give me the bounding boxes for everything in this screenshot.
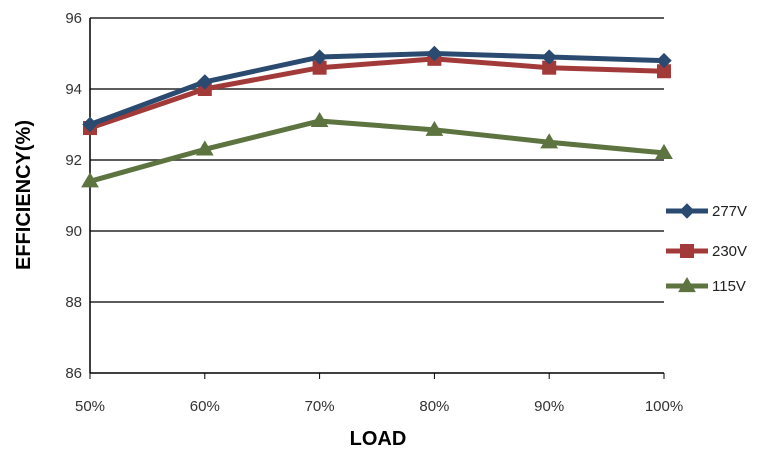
series-line-115V	[89, 118, 665, 184]
legend-marker-115V	[678, 277, 696, 293]
data-point-277V	[656, 52, 672, 69]
y-tick-label: 86	[65, 365, 82, 382]
series-line-230V	[89, 56, 665, 131]
x-tick-label: 70%	[305, 398, 335, 415]
x-tick-label: 50%	[75, 398, 105, 415]
legend-label-277V: 277V	[712, 203, 747, 220]
x-tick-label: 80%	[419, 398, 449, 415]
x-tick-labels: 50% 60% 70% 80% 90% 100%	[75, 398, 683, 415]
data-point-115V	[540, 133, 559, 149]
series-group	[81, 45, 673, 188]
series-line-277V	[89, 51, 665, 127]
legend-label-230V: 230V	[712, 243, 747, 260]
x-tick-label: 60%	[190, 398, 220, 415]
y-tick-label: 92	[65, 152, 82, 169]
legend-label-115V: 115V	[712, 278, 746, 295]
series-277V	[82, 45, 672, 133]
data-point-277V	[82, 116, 98, 133]
x-tick-label: 90%	[534, 398, 564, 415]
x-tick-label: 100%	[645, 398, 683, 415]
y-axis-title: EFFICIENCY(%)	[13, 120, 35, 270]
data-point-115V	[81, 172, 99, 188]
legend-marker-230V	[680, 244, 694, 258]
data-point-115V	[195, 140, 214, 156]
gridlines	[89, 17, 665, 379]
data-point-115V	[425, 120, 444, 136]
data-point-277V	[311, 49, 328, 65]
y-tick-label: 96	[65, 10, 82, 27]
data-point-277V	[541, 49, 557, 65]
data-point-277V	[197, 74, 213, 90]
legend-marker-277V	[679, 203, 695, 219]
series-115V	[81, 111, 673, 188]
y-tick-label: 88	[65, 294, 82, 311]
y-tick-label: 90	[65, 223, 82, 240]
data-point-115V	[655, 143, 673, 159]
data-point-115V	[310, 111, 329, 128]
legend: 277V 230V 115V	[666, 203, 747, 295]
y-tick-labels: 86 88 90 92 94 96	[65, 10, 82, 382]
x-axis-title: LOAD	[350, 428, 407, 450]
data-point-277V	[426, 45, 443, 62]
y-tick-label: 94	[65, 81, 82, 98]
